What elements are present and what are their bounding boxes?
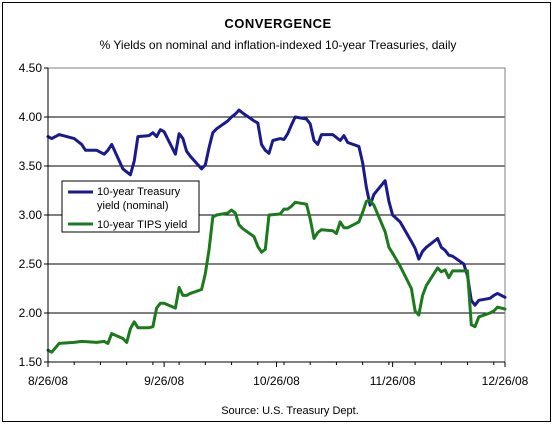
legend-label-tips: 10-year TIPS yield xyxy=(97,219,187,231)
series-lines xyxy=(46,108,507,354)
y-axis-ticks: 1.50 2.00 2.50 3.00 3.50 4.00 4.50 xyxy=(19,61,48,369)
chart-title: CONVERGENCE xyxy=(224,16,331,31)
x-tick-label: 10/26/08 xyxy=(253,374,300,388)
series-line-nominal xyxy=(46,108,507,307)
x-tick-label: 9/26/08 xyxy=(144,374,184,388)
y-tick-label: 2.00 xyxy=(19,306,43,320)
x-tick-label: 8/26/08 xyxy=(28,374,68,388)
x-tick-label: 12/26/08 xyxy=(482,374,529,388)
chart-subtitle: % Yields on nominal and inflation-indexe… xyxy=(100,38,457,52)
legend-label-nominal-line2: yield (nominal) xyxy=(97,200,169,212)
y-tick-label: 3.50 xyxy=(19,159,43,173)
x-axis-ticks: 8/26/08 9/26/08 10/26/08 11/26/08 12/26/08 xyxy=(28,362,529,388)
source-note: Source: U.S. Treasury Dept. xyxy=(221,405,359,417)
y-tick-label: 4.50 xyxy=(19,61,43,75)
series-line-tips xyxy=(46,198,507,354)
y-tick-label: 3.00 xyxy=(19,208,43,222)
y-tick-label: 2.50 xyxy=(19,257,43,271)
y-tick-label: 4.00 xyxy=(19,110,43,124)
legend: 10-year Treasury yield (nominal) 10-year… xyxy=(61,180,200,233)
legend-label-nominal-line1: 10-year Treasury xyxy=(97,186,181,198)
y-tick-label: 1.50 xyxy=(19,355,43,369)
x-tick-label: 11/26/08 xyxy=(370,374,416,388)
